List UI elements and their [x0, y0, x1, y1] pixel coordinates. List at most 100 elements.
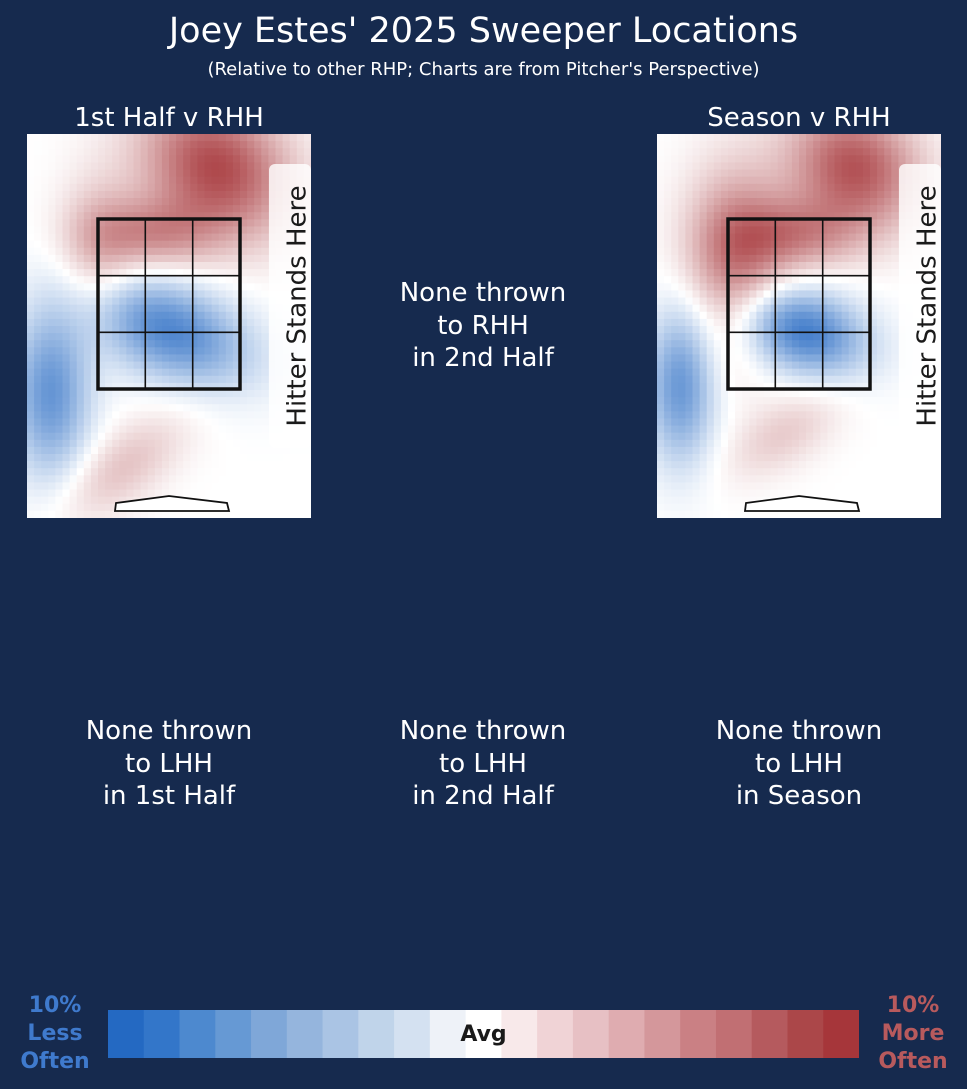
heatmap-cell — [69, 290, 78, 299]
heatmap-cell — [204, 347, 213, 355]
heatmap-cell — [76, 418, 85, 427]
heatmap-cell — [34, 148, 42, 156]
heatmap-cell — [834, 439, 843, 448]
heatmap-cell — [862, 226, 871, 235]
heatmap-cell — [62, 318, 71, 327]
heatmap-cell — [218, 283, 227, 291]
heatmap-cell — [827, 183, 835, 192]
heatmap-cell — [827, 418, 835, 427]
heatmap-cell — [27, 276, 35, 284]
heatmap-cell — [706, 297, 715, 306]
heatmap-cell — [799, 482, 807, 491]
heatmap-cell — [225, 176, 234, 185]
heatmap-cell — [870, 297, 878, 306]
heatmap-cell — [240, 134, 248, 142]
heatmap-cell — [862, 489, 871, 498]
heatmap-cell — [254, 318, 262, 327]
heatmap-cell — [870, 183, 878, 192]
heatmap-cell — [699, 461, 708, 469]
heatmap-cell — [90, 354, 99, 363]
heatmap-cell — [877, 169, 885, 178]
heatmap-cell — [763, 162, 772, 171]
heatmap-cell — [799, 326, 807, 334]
heatmap-cell — [884, 347, 892, 355]
heatmap-cell — [126, 190, 134, 199]
heatmap-cell — [69, 134, 78, 142]
heatmap-cell — [713, 212, 722, 220]
heatmap-cell — [211, 219, 220, 227]
heatmap-cell — [140, 482, 149, 491]
heatmap-cell — [303, 454, 311, 462]
heatmap-cell — [706, 318, 715, 327]
heatmap-cell — [197, 247, 205, 256]
heatmap-cell — [232, 361, 241, 370]
heatmap-cell — [240, 219, 248, 227]
heatmap-cell — [119, 468, 127, 476]
heatmap-cell — [713, 311, 722, 320]
heatmap-cell — [34, 318, 42, 327]
heatmap-cell — [813, 304, 821, 313]
heatmap-cell — [140, 183, 149, 192]
heatmap-cell — [34, 333, 42, 341]
heatmap-cell — [83, 390, 92, 398]
heatmap-cell — [27, 397, 35, 405]
heatmap-cell — [848, 169, 857, 178]
colorbar-less-line: 10% — [28, 993, 82, 1018]
heatmap-cell — [34, 446, 42, 455]
heatmap-cell — [211, 190, 220, 199]
heatmap-cell — [848, 368, 857, 377]
empty-line: to LHH — [439, 748, 527, 779]
heatmap-cell — [877, 262, 885, 270]
heatmap-cell — [190, 418, 198, 427]
heatmap-cell — [254, 510, 262, 518]
heatmap-cell — [240, 290, 248, 299]
heatmap-cell — [806, 290, 814, 299]
heatmap-cell — [27, 347, 35, 355]
heatmap-cell — [126, 510, 134, 518]
heatmap-cell — [742, 496, 750, 505]
heatmap-cell — [247, 411, 255, 419]
heatmap-cell — [169, 183, 177, 192]
heatmap-cell — [877, 240, 885, 249]
heatmap-cell — [112, 233, 120, 242]
heatmap-cell — [169, 510, 177, 518]
heatmap-cell — [692, 496, 701, 505]
heatmap-cell — [877, 283, 885, 291]
heatmap-cell — [728, 397, 736, 405]
heatmap-cell — [848, 226, 857, 235]
heatmap-cell — [713, 254, 722, 263]
heatmap-cell — [671, 375, 679, 384]
heatmap-cell — [763, 219, 772, 227]
heatmap-cell — [254, 454, 262, 462]
heatmap-cell — [891, 198, 899, 206]
heatmap-cell — [671, 340, 679, 348]
heatmap-cell — [742, 411, 750, 419]
heatmap-cell — [240, 262, 248, 270]
heatmap-cell — [841, 141, 850, 149]
heatmap-cell — [119, 496, 127, 505]
heatmap-cell — [685, 183, 693, 192]
heatmap-cell — [112, 390, 120, 398]
heatmap-cell — [34, 141, 42, 149]
heatmap-cell — [806, 397, 814, 405]
heatmap-cell — [926, 468, 935, 476]
heatmap-cell — [133, 425, 142, 434]
heatmap-cell — [770, 439, 779, 448]
heatmap-cell — [834, 198, 843, 206]
heatmap-cell — [884, 482, 892, 491]
heatmap-cell — [232, 340, 241, 348]
heatmap-cell — [48, 390, 56, 398]
heatmap-cell — [119, 141, 127, 149]
heatmap-cell — [169, 390, 177, 398]
heatmap-cell — [749, 176, 757, 185]
heatmap-cell — [692, 326, 701, 334]
heatmap-cell — [218, 333, 227, 341]
heatmap-cell — [699, 446, 708, 455]
heatmap-cell — [204, 375, 213, 384]
heatmap-cell — [820, 276, 828, 284]
heatmap-cell — [706, 439, 715, 448]
heatmap-cell — [664, 212, 672, 220]
heatmap-cell — [905, 510, 914, 518]
heatmap-cell — [140, 290, 149, 299]
heatmap-cell — [147, 254, 156, 263]
